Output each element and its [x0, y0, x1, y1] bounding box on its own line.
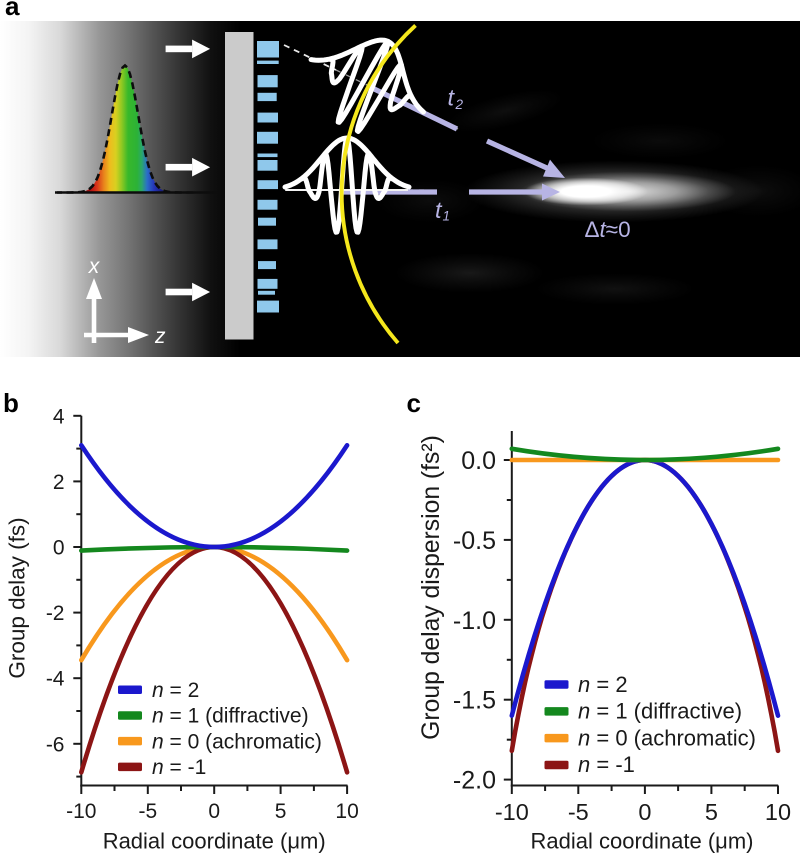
svg-text:10: 10: [335, 800, 358, 823]
svg-text:n = 1 (diffractive): n = 1 (diffractive): [152, 705, 309, 728]
svg-text:x: x: [88, 255, 101, 278]
svg-text:Radial coordinate (μm): Radial coordinate (μm): [531, 829, 754, 854]
svg-text:Group delay dispersion (fs²): Group delay dispersion (fs²): [418, 435, 445, 740]
svg-text:t: t: [435, 197, 443, 223]
svg-text:n = 2: n = 2: [578, 672, 628, 697]
svg-text:0.0: 0.0: [461, 447, 496, 475]
svg-text:z: z: [154, 325, 166, 348]
svg-text:Radial coordinate (μm): Radial coordinate (μm): [103, 829, 326, 854]
svg-text:0: 0: [208, 800, 220, 823]
svg-text:10: 10: [765, 799, 791, 825]
svg-text:-10: -10: [495, 799, 529, 825]
svg-text:-6: -6: [46, 733, 65, 756]
svg-text:-0.5: -0.5: [453, 527, 496, 555]
svg-text:n = 1 (diffractive): n = 1 (diffractive): [578, 699, 742, 724]
svg-text:n = -1: n = -1: [578, 752, 635, 777]
svg-text:n = 0 (achromatic): n = 0 (achromatic): [578, 725, 756, 750]
svg-text:n = 2: n = 2: [152, 679, 199, 702]
svg-text:-2.0: -2.0: [453, 767, 496, 795]
svg-text:-2: -2: [46, 602, 65, 625]
svg-text:n = 0 (achromatic): n = 0 (achromatic): [152, 730, 322, 753]
svg-text:2: 2: [455, 97, 464, 112]
svg-text:5: 5: [275, 800, 287, 823]
svg-text:Δt≈0: Δt≈0: [585, 217, 631, 242]
svg-text:-10: -10: [66, 800, 96, 823]
svg-text:n = -1: n = -1: [152, 756, 206, 779]
svg-text:1: 1: [443, 209, 451, 224]
svg-text:2: 2: [53, 471, 65, 494]
svg-text:0: 0: [53, 537, 65, 560]
svg-text:-5: -5: [568, 799, 589, 825]
svg-text:-1.5: -1.5: [453, 687, 496, 715]
svg-text:t: t: [448, 85, 456, 111]
svg-text:-1.0: -1.0: [453, 607, 496, 635]
svg-text:0: 0: [638, 799, 651, 825]
svg-text:5: 5: [705, 799, 718, 825]
svg-text:-5: -5: [138, 800, 157, 823]
svg-text:4: 4: [53, 405, 65, 428]
svg-text:-4: -4: [46, 668, 65, 691]
svg-text:Group delay (fs): Group delay (fs): [5, 517, 30, 678]
